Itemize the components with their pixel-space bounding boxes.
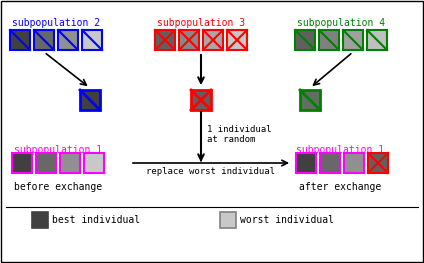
Bar: [319, 30, 339, 50]
Bar: [295, 30, 315, 50]
Text: subpopulation 4: subpopulation 4: [297, 18, 385, 28]
Text: subpopulation 3: subpopulation 3: [157, 18, 245, 28]
Bar: [82, 30, 102, 50]
Bar: [34, 30, 54, 50]
Text: subpopulation 1: subpopulation 1: [14, 145, 102, 155]
Text: subpopulation 1: subpopulation 1: [296, 145, 384, 155]
Bar: [191, 90, 211, 110]
Bar: [227, 30, 247, 50]
Bar: [36, 153, 56, 173]
Bar: [203, 30, 223, 50]
Bar: [220, 212, 236, 228]
Bar: [367, 30, 387, 50]
Bar: [368, 153, 388, 173]
Bar: [344, 153, 364, 173]
Text: before exchange: before exchange: [14, 182, 102, 192]
Text: replace worst individual: replace worst individual: [147, 167, 276, 176]
Text: worst individual: worst individual: [240, 215, 334, 225]
Bar: [84, 153, 104, 173]
Bar: [179, 30, 199, 50]
Bar: [80, 90, 100, 110]
Text: subpopulation 2: subpopulation 2: [12, 18, 100, 28]
Bar: [155, 30, 175, 50]
Bar: [60, 153, 80, 173]
Bar: [296, 153, 316, 173]
Bar: [12, 153, 32, 173]
Bar: [320, 153, 340, 173]
Bar: [343, 30, 363, 50]
Bar: [58, 30, 78, 50]
Text: best individual: best individual: [52, 215, 140, 225]
Bar: [10, 30, 30, 50]
Bar: [300, 90, 320, 110]
Bar: [32, 212, 48, 228]
Text: after exchange: after exchange: [299, 182, 381, 192]
Text: 1 individual
at random: 1 individual at random: [207, 125, 271, 144]
